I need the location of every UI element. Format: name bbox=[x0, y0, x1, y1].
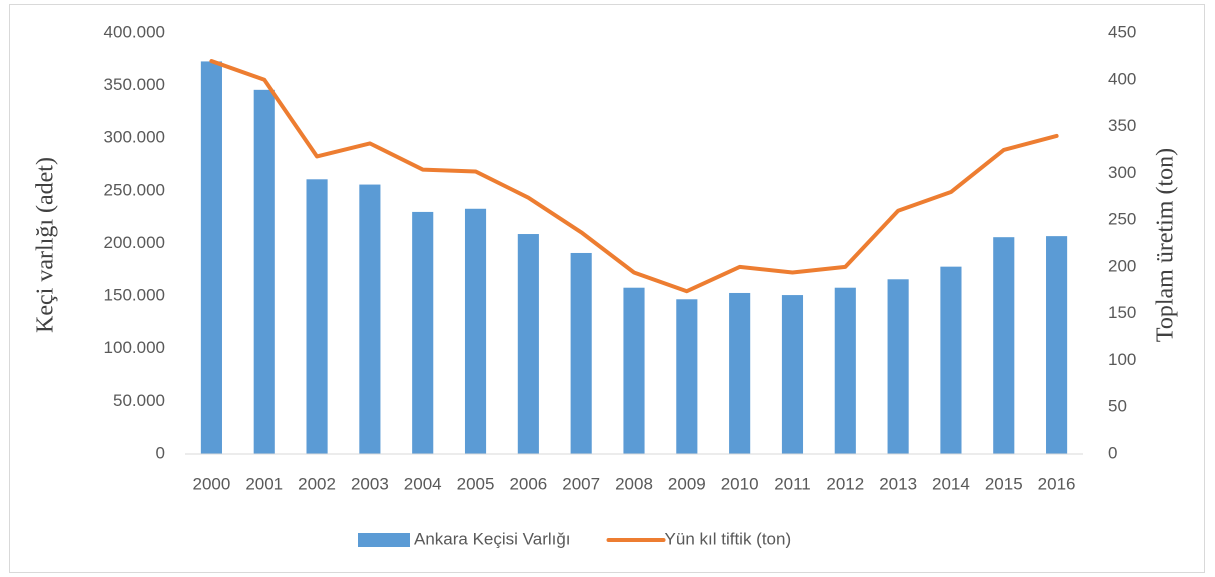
x-tick-label: 2000 bbox=[192, 474, 230, 493]
y2-tick-label: 100 bbox=[1108, 350, 1136, 369]
y2-tick-label: 400 bbox=[1108, 69, 1136, 88]
bar bbox=[464, 208, 487, 454]
bar bbox=[887, 279, 909, 454]
bar bbox=[517, 234, 539, 454]
x-tick-label: 2015 bbox=[985, 474, 1023, 493]
bar bbox=[623, 287, 645, 454]
x-tick-label: 2001 bbox=[245, 474, 283, 493]
y-tick-label: 100.000 bbox=[104, 338, 165, 357]
y2-tick-label: 50 bbox=[1108, 397, 1127, 416]
legend-label: Yün kıl tiftik (ton) bbox=[665, 529, 792, 548]
y-tick-label: 350.000 bbox=[104, 75, 165, 94]
y-tick-label: 400.000 bbox=[104, 22, 165, 41]
x-tick-label: 2013 bbox=[879, 474, 917, 493]
y2-tick-label: 0 bbox=[1108, 443, 1117, 462]
bar bbox=[412, 211, 434, 454]
y2-tick-label: 450 bbox=[1108, 22, 1136, 41]
y-tick-label: 250.000 bbox=[104, 180, 165, 199]
y-tick-label: 200.000 bbox=[104, 233, 165, 252]
bar bbox=[1046, 236, 1068, 454]
y-tick-label: 50.000 bbox=[113, 391, 165, 410]
bar bbox=[940, 266, 962, 454]
y2-tick-label: 300 bbox=[1108, 163, 1136, 182]
bar bbox=[306, 179, 328, 455]
y2-axis-title: Toplam üretim (ton) bbox=[1153, 148, 1179, 342]
y2-tick-label: 200 bbox=[1108, 256, 1136, 275]
y2-tick-label: 150 bbox=[1108, 303, 1136, 322]
x-tick-label: 2003 bbox=[351, 474, 389, 493]
bar bbox=[359, 184, 381, 454]
x-tick-label: 2010 bbox=[721, 474, 759, 493]
bar bbox=[993, 237, 1015, 454]
x-tick-label: 2012 bbox=[826, 474, 864, 493]
x-tick-label: 2006 bbox=[509, 474, 547, 493]
line bbox=[209, 59, 1059, 294]
y-tick-label: 0 bbox=[156, 443, 165, 462]
x-tick-label: 2009 bbox=[668, 474, 706, 493]
bar bbox=[200, 61, 222, 454]
y-tick-label: 150.000 bbox=[104, 286, 165, 305]
x-tick-label: 2002 bbox=[298, 474, 336, 493]
bar bbox=[570, 252, 592, 454]
y2-tick-label: 350 bbox=[1108, 116, 1136, 135]
x-tick-label: 2004 bbox=[404, 474, 442, 493]
chart-border bbox=[9, 4, 1205, 573]
legend-label: Ankara Keçisi Varlığı bbox=[414, 529, 571, 548]
bar bbox=[253, 89, 275, 455]
x-tick-label: 2014 bbox=[932, 474, 970, 493]
x-tick-label: 2007 bbox=[562, 474, 600, 493]
x-tick-label: 2016 bbox=[1038, 474, 1076, 493]
bar bbox=[834, 287, 856, 454]
y-axis-title: Keçi varlığı (adet) bbox=[33, 157, 59, 333]
legend-swatch bbox=[358, 533, 410, 547]
bar bbox=[729, 292, 751, 454]
bar bbox=[781, 295, 804, 454]
bar bbox=[676, 299, 698, 454]
x-tick-label: 2008 bbox=[615, 474, 653, 493]
x-tick-label: 2011 bbox=[774, 474, 811, 493]
y2-tick-label: 250 bbox=[1108, 210, 1136, 229]
y-tick-label: 300.000 bbox=[104, 128, 165, 147]
x-tick-label: 2005 bbox=[457, 474, 495, 493]
